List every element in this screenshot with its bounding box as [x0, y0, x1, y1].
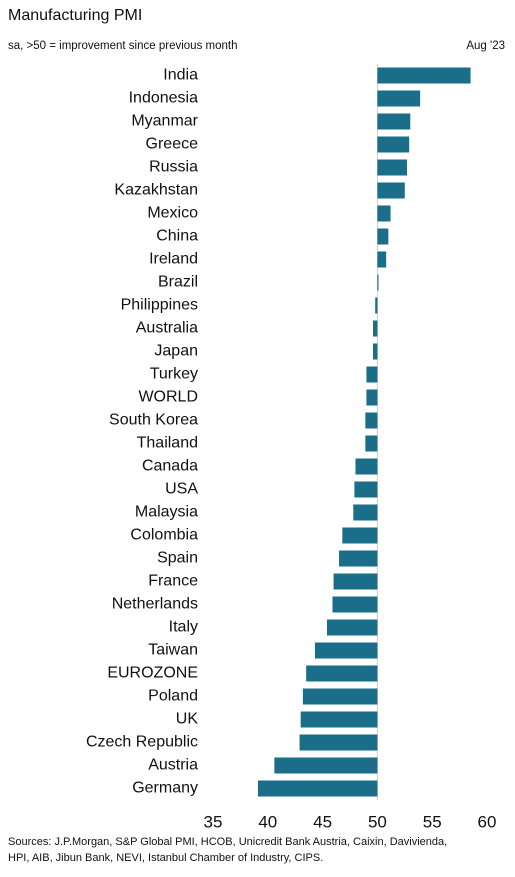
y-tick-label: UK [176, 711, 199, 728]
y-tick-label: Australia [136, 320, 198, 337]
y-tick-label: Greece [146, 136, 199, 153]
bar [375, 297, 378, 314]
y-tick-label: Germany [132, 780, 198, 797]
bar [332, 596, 378, 613]
bar [373, 343, 378, 360]
source-note: HPI, AIB, Jibun Bank, NEVI, Istanbul Cha… [8, 852, 323, 864]
bar [257, 780, 378, 797]
x-tick-label: 55 [423, 812, 442, 831]
y-tick-label: Thailand [137, 435, 198, 452]
y-tick-label: Russia [149, 159, 198, 176]
bar [377, 228, 389, 245]
bar [333, 573, 378, 590]
bar [306, 665, 378, 682]
y-tick-label: Austria [148, 757, 198, 774]
y-tick-label: Myanmar [131, 113, 198, 130]
bar [342, 527, 378, 544]
bar [377, 136, 410, 153]
bar [354, 481, 378, 498]
y-tick-label: Netherlands [112, 596, 198, 613]
y-tick-label: Ireland [149, 251, 198, 268]
y-tick-label: Italy [169, 619, 198, 636]
x-tick-label: 45 [313, 812, 332, 831]
y-tick-label: EUROZONE [107, 665, 198, 682]
x-tick-label: 35 [204, 812, 223, 831]
bar [377, 113, 411, 130]
y-tick-label: Brazil [158, 274, 198, 291]
y-tick-label: China [156, 228, 198, 245]
bar [366, 389, 378, 406]
y-tick-label: Turkey [150, 366, 198, 383]
y-tick-label: Taiwan [148, 642, 198, 659]
bar [377, 67, 471, 84]
y-tick-label: Canada [142, 458, 198, 475]
y-tick-label: Indonesia [129, 90, 198, 107]
bar [302, 688, 378, 705]
x-tick-label: 60 [478, 812, 497, 831]
bar [373, 320, 378, 337]
bar [377, 159, 407, 176]
y-tick-label: Poland [148, 688, 198, 705]
bar [377, 90, 421, 107]
bar [377, 182, 405, 199]
bar [274, 757, 378, 774]
bar [300, 711, 378, 728]
chart-subtitle: sa, >50 = improvement since previous mon… [8, 40, 237, 52]
source-note: Sources: J.P.Morgan, S&P Global PMI, HCO… [8, 836, 447, 848]
y-tick-label: Malaysia [135, 504, 198, 521]
bar [326, 619, 378, 636]
y-tick-label: WORLD [138, 389, 198, 406]
bar [365, 435, 378, 452]
y-tick-label: Mexico [147, 205, 198, 222]
bar [355, 458, 378, 475]
bar [366, 366, 378, 383]
x-tick-label: 50 [368, 812, 387, 831]
bar [377, 251, 387, 268]
y-tick-label: Czech Republic [86, 734, 198, 751]
bar [377, 205, 391, 222]
y-tick-label: France [148, 573, 198, 590]
y-tick-label: Kazakhstan [114, 182, 198, 199]
bar [339, 550, 378, 567]
y-tick-label: South Korea [109, 412, 198, 429]
y-tick-label: Philippines [121, 297, 198, 314]
date-label: Aug '23 [466, 40, 505, 52]
chart-title: Manufacturing PMI [8, 7, 142, 24]
bar [299, 734, 378, 751]
bar [377, 274, 379, 291]
x-tick-label: 40 [258, 812, 277, 831]
bar [314, 642, 378, 659]
y-tick-label: Colombia [130, 527, 198, 544]
bar [353, 504, 378, 521]
y-tick-label: Japan [154, 343, 198, 360]
bar [365, 412, 378, 429]
y-tick-label: India [163, 67, 198, 84]
y-tick-label: Spain [157, 550, 198, 567]
y-tick-label: USA [165, 481, 198, 498]
